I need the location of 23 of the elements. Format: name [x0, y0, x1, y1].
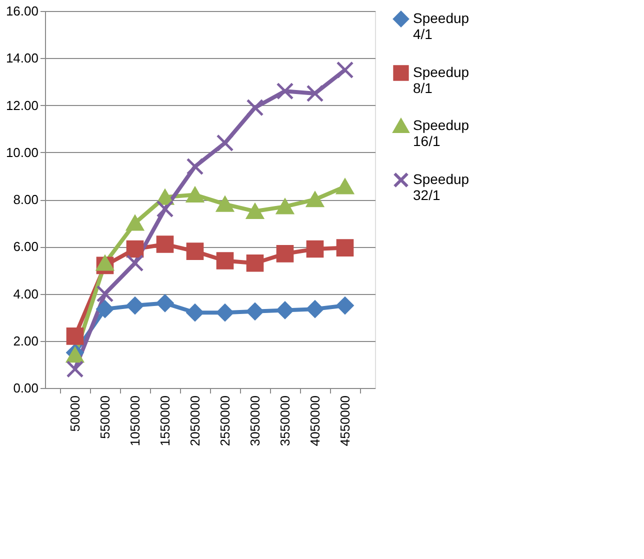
y-tick-label: 8.00: [13, 192, 38, 207]
legend-label: Speedup 16/1: [413, 117, 470, 149]
x-tick-label: 4050000: [308, 396, 322, 446]
legend-label: Speedup 32/1: [413, 171, 470, 203]
x-tick-label: 2050000: [188, 396, 202, 446]
y-tick-label: 14.00: [6, 50, 38, 66]
y-tick-label: 6.00: [13, 239, 38, 254]
y-tick-label: 4.00: [13, 286, 38, 302]
x-tick-label: 2550000: [218, 396, 232, 446]
x-tick-label: 1550000: [158, 396, 172, 446]
x-tick-label: 1050000: [128, 396, 142, 446]
x-tick-label: 4550000: [338, 396, 352, 446]
x-tick-label: 3050000: [248, 396, 262, 446]
legend-label: Speedup 4/1: [413, 10, 470, 42]
y-tick-label: 2.00: [13, 333, 38, 348]
y-tick-label: 16.00: [6, 4, 38, 18]
x-tick-label: 50000: [68, 396, 82, 432]
x-tick-label: 550000: [98, 396, 112, 439]
y-tick-label: 10.00: [6, 144, 38, 160]
y-tick-label: 12.00: [6, 98, 38, 113]
x-tick-label: 3550000: [278, 396, 292, 446]
legend-label: Speedup 8/1: [413, 64, 470, 96]
y-tick-label: 0.00: [13, 380, 38, 396]
